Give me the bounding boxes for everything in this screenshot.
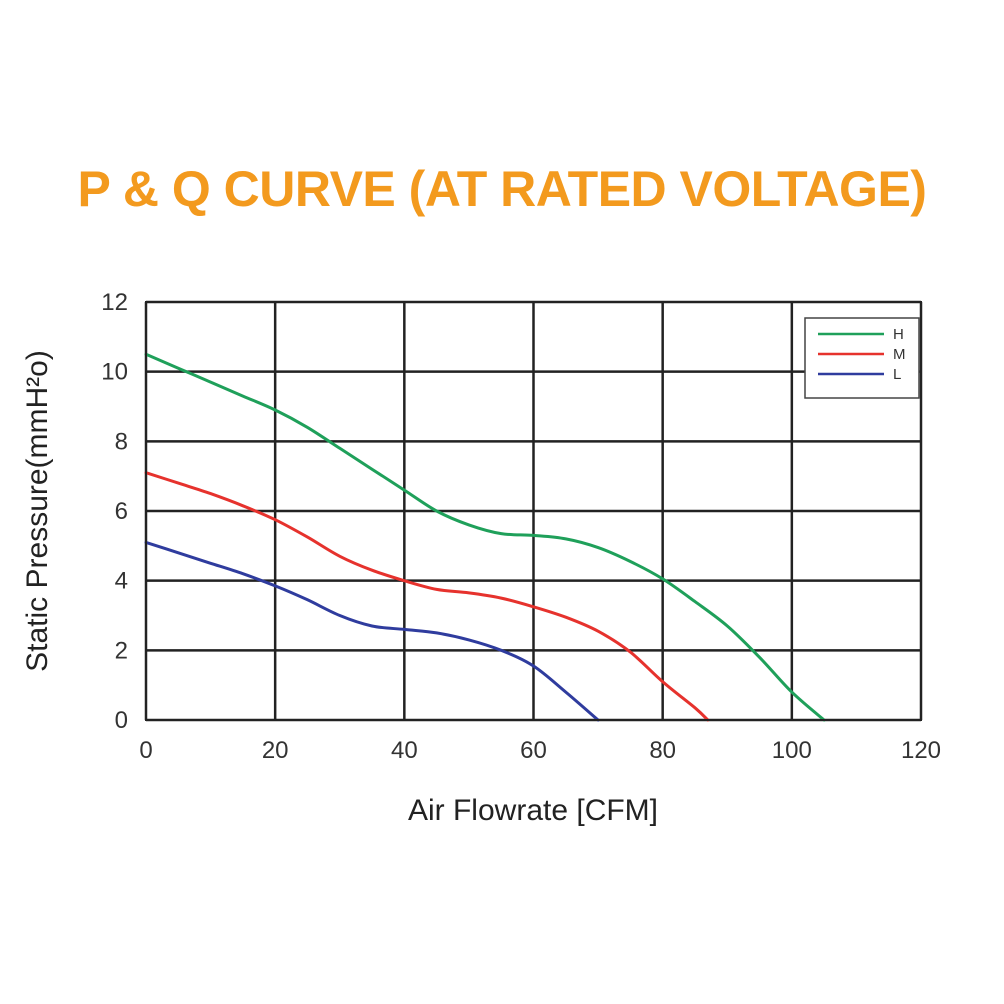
y-axis-label: Static Pressure(mmH²o) [21, 350, 54, 672]
chart-title: P & Q CURVE (AT RATED VOLTAGE) [77, 161, 927, 217]
x-tick-label: 80 [649, 737, 676, 764]
legend-box [804, 317, 920, 399]
series-line-l [144, 540, 600, 722]
x-tick-label: 120 [901, 737, 941, 764]
legend: HML [804, 317, 920, 399]
y-tick-label: 0 [115, 707, 128, 734]
y-tick-label: 6 [115, 498, 128, 525]
legend-label-l: L [893, 366, 901, 383]
legend-label-m: M [893, 346, 906, 363]
x-tick-label: 100 [772, 737, 812, 764]
series-lines [144, 352, 826, 722]
y-tick-label: 10 [101, 359, 128, 386]
x-tick-label: 0 [139, 737, 152, 764]
plot-frame [145, 301, 922, 721]
legend-label-h: H [893, 326, 904, 343]
x-tick-label: 40 [391, 737, 418, 764]
tick-labels: 0 20 40 60 80 100 120 0 2 4 6 8 10 12 [101, 289, 941, 764]
y-tick-label: 2 [115, 637, 128, 664]
y-tick-label: 4 [115, 568, 128, 595]
series-line-m [144, 471, 710, 722]
x-tick-label: 20 [262, 737, 289, 764]
x-axis-label: Air Flowrate [CFM] [408, 794, 658, 827]
x-tick-label: 60 [520, 737, 547, 764]
y-tick-label: 8 [115, 428, 128, 455]
y-tick-label: 12 [101, 289, 128, 316]
series-line-h [144, 352, 826, 722]
